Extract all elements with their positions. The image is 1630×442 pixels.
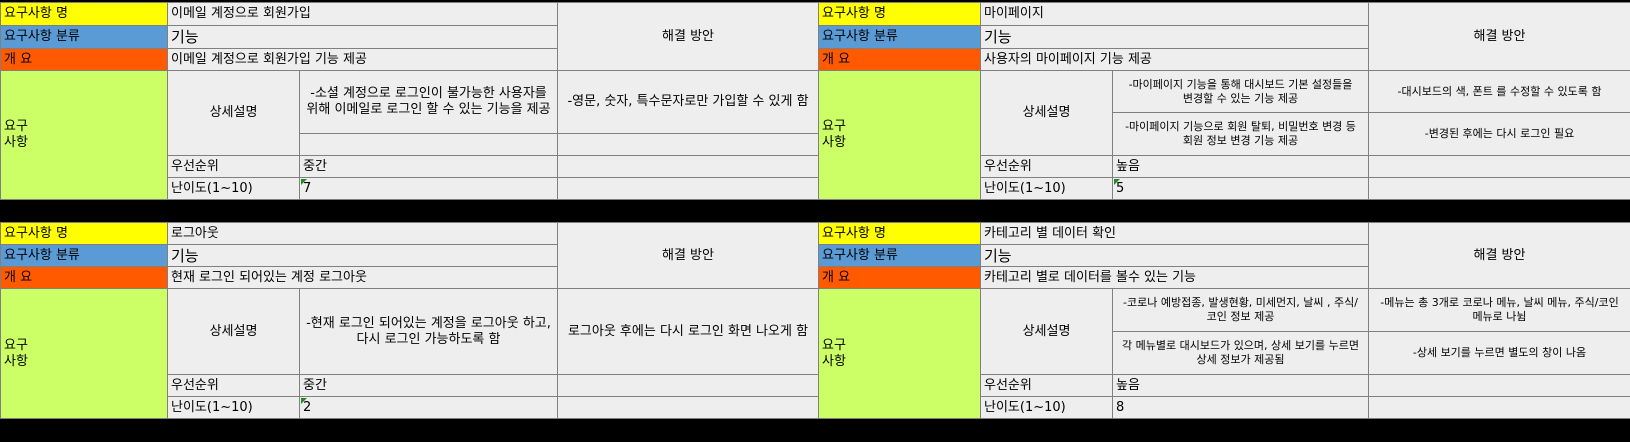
req-name-label[interactable]: 요구사항 명 [0, 222, 168, 245]
detail-cell-1[interactable]: -코로나 예방접종, 발생현황, 미세먼지, 날씨 , 주식/코인 정보 제공 [1112, 288, 1369, 332]
difficulty-solution-cell[interactable] [557, 396, 819, 419]
req-category-label[interactable]: 요구사항 분류 [0, 244, 168, 267]
requirement-block-mypage: 요구사항 명 마이페이지 해결 방안 요구사항 분류 기능 개 요 사용자의 마… [818, 2, 1630, 200]
priority-label[interactable]: 우선순위 [980, 155, 1113, 178]
detail-cell-1[interactable]: -마이페이지 기능을 통해 대시보드 기본 설정들을 변경할 수 있는 기능 제… [1112, 70, 1369, 113]
difficulty-value[interactable]: 2 [299, 396, 558, 419]
overview-value[interactable]: 카테고리 별로 데이터를 볼수 있는 기능 [980, 266, 1369, 289]
detail-label[interactable]: 상세설명 [167, 288, 300, 375]
priority-value[interactable]: 높음 [1112, 374, 1369, 397]
difficulty-label[interactable]: 난이도(1~10) [980, 396, 1113, 419]
solution-header[interactable]: 해결 방안 [1368, 222, 1630, 289]
req-name-label[interactable]: 요구사항 명 [0, 2, 168, 26]
solution-cell-2[interactable] [557, 133, 820, 156]
difficulty-solution-cell[interactable] [1368, 177, 1630, 200]
req-category-value[interactable]: 기능 [980, 25, 1369, 49]
difficulty-label[interactable]: 난이도(1~10) [980, 177, 1113, 200]
requirements-label[interactable]: 요구 사항 [0, 70, 168, 200]
priority-solution-cell[interactable] [557, 374, 819, 397]
overview-label[interactable]: 개 요 [0, 48, 168, 71]
difficulty-solution-cell[interactable] [1368, 396, 1630, 419]
priority-value[interactable]: 중간 [299, 374, 558, 397]
priority-solution-cell[interactable] [557, 155, 820, 178]
req-category-value[interactable]: 기능 [167, 244, 558, 267]
detail-cell-2[interactable] [298, 133, 559, 156]
overview-label[interactable]: 개 요 [818, 48, 981, 71]
detail-cell-2[interactable]: -마이페이지 기능으로 회원 탈퇴, 비밀번호 변경 등 회원 정보 변경 기능… [1112, 112, 1369, 156]
detail-label[interactable]: 상세설명 [980, 70, 1113, 156]
priority-solution-cell[interactable] [1368, 155, 1630, 178]
req-name-value[interactable]: 이메일 계정으로 회원가입 [166, 2, 559, 26]
priority-value[interactable]: 높음 [1112, 155, 1369, 178]
priority-label[interactable]: 우선순위 [167, 155, 300, 178]
solution-cell-2[interactable]: -변경된 후에는 다시 로그인 필요 [1368, 112, 1630, 156]
difficulty-label[interactable]: 난이도(1~10) [167, 396, 300, 419]
detail-label[interactable]: 상세설명 [167, 70, 300, 156]
solution-cell-1[interactable]: -메뉴는 총 3개로 코로나 메뉴, 날씨 메뉴, 주식/코인 메뉴로 나뉨 [1368, 288, 1630, 332]
overview-value[interactable]: 사용자의 마이페이지 기능 제공 [980, 48, 1369, 71]
overview-label[interactable]: 개 요 [0, 266, 168, 289]
overview-value[interactable]: 이메일 계정으로 회원가입 기능 제공 [166, 48, 559, 71]
req-category-value[interactable]: 기능 [166, 25, 559, 49]
req-category-label[interactable]: 요구사항 분류 [818, 244, 981, 267]
requirements-label[interactable]: 요구 사항 [0, 288, 168, 419]
req-category-label[interactable]: 요구사항 분류 [0, 25, 168, 49]
priority-label[interactable]: 우선순위 [980, 374, 1113, 397]
solution-cell-2[interactable]: -상세 보기를 누르면 별도의 창이 나옴 [1368, 331, 1630, 375]
req-name-value[interactable]: 마이페이지 [980, 2, 1369, 26]
overview-value[interactable]: 현재 로그인 되어있는 계정 로그아웃 [167, 266, 558, 289]
solution-cell-1[interactable]: -영문, 숫자, 특수문자로만 가입할 수 있게 함 [557, 70, 820, 134]
detail-label[interactable]: 상세설명 [980, 288, 1113, 375]
solution-header[interactable]: 해결 방안 [557, 222, 819, 289]
req-name-label[interactable]: 요구사항 명 [818, 2, 981, 26]
overview-label[interactable]: 개 요 [818, 266, 981, 289]
difficulty-value[interactable]: 8 [1112, 396, 1369, 419]
detail-cell-2[interactable]: 각 메뉴별로 대시보드가 있으며, 상세 보기를 누르면 상세 정보가 제공됨 [1112, 331, 1369, 375]
req-category-value[interactable]: 기능 [980, 244, 1369, 267]
requirement-block-signup: 요구사항 명 이메일 계정으로 회원가입 해결 방안 요구사항 분류 기능 개 … [0, 2, 820, 200]
requirement-block-category-data: 요구사항 명 카테고리 별 데이터 확인 해결 방안 요구사항 분류 기능 개 … [818, 222, 1630, 419]
priority-label[interactable]: 우선순위 [167, 374, 300, 397]
requirements-label[interactable]: 요구 사항 [818, 288, 981, 419]
detail-cell-1[interactable]: -소셜 계정으로 로그인이 불가능한 사용자를 위해 이메일로 로그인 할 수 … [298, 70, 559, 134]
req-name-value[interactable]: 카테고리 별 데이터 확인 [980, 222, 1369, 245]
requirement-block-logout: 요구사항 명 로그아웃 해결 방안 요구사항 분류 기능 개 요 현재 로그인 … [0, 222, 819, 419]
difficulty-value[interactable]: 7 [298, 177, 559, 200]
requirements-label[interactable]: 요구 사항 [818, 70, 981, 200]
solution-cell-1[interactable]: -대시보드의 색, 폰트 를 수정할 수 있도록 함 [1368, 70, 1630, 113]
req-name-label[interactable]: 요구사항 명 [818, 222, 981, 245]
detail-cell-1[interactable]: -현재 로그인 되어있는 계정을 로그아웃 하고,다시 로그인 가능하도록 함 [299, 288, 558, 375]
solution-header[interactable]: 해결 방안 [1368, 2, 1630, 71]
req-name-value[interactable]: 로그아웃 [167, 222, 558, 245]
difficulty-value[interactable]: 5 [1112, 177, 1369, 200]
solution-cell-1[interactable]: 로그아웃 후에는 다시 로그인 화면 나오게 함 [557, 288, 819, 375]
solution-header[interactable]: 해결 방안 [557, 2, 820, 71]
req-category-label[interactable]: 요구사항 분류 [818, 25, 981, 49]
priority-value[interactable]: 중간 [298, 155, 559, 178]
difficulty-label[interactable]: 난이도(1~10) [167, 177, 300, 200]
priority-solution-cell[interactable] [1368, 374, 1630, 397]
difficulty-solution-cell[interactable] [557, 177, 820, 200]
